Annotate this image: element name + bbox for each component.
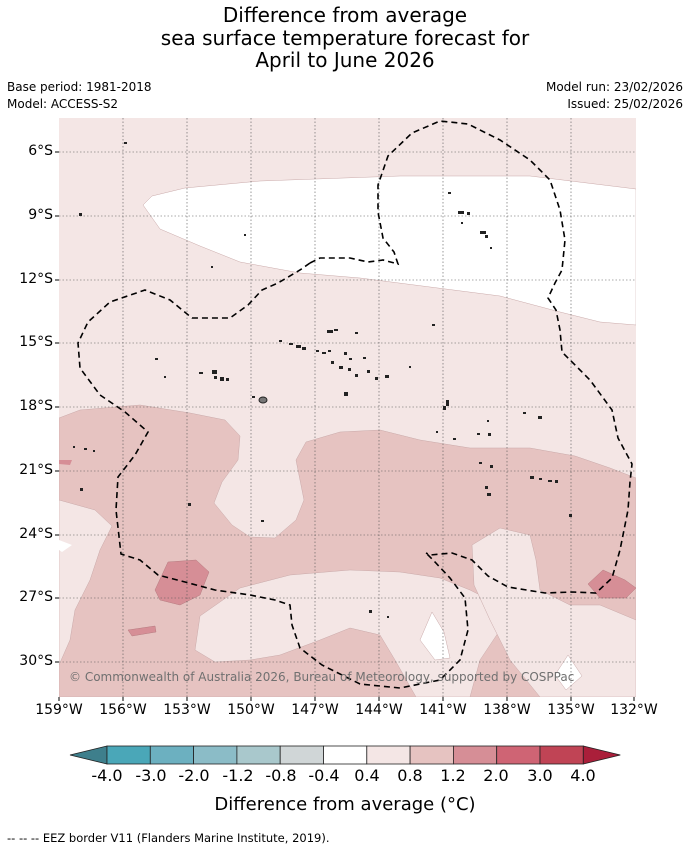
meta-right: Model run: 23/02/2026 Issued: 25/02/2026 xyxy=(546,79,683,113)
lon-label: 156°W xyxy=(99,702,147,718)
colorbar-label: 0.4 xyxy=(354,766,380,785)
light-patch-center xyxy=(194,569,501,697)
colorbar-label: 0.8 xyxy=(397,766,423,785)
colorbar-label: 4.0 xyxy=(570,766,596,785)
colorbar-segment xyxy=(279,745,324,765)
colorbar-segment xyxy=(539,745,584,765)
colorbar-label: -4.0 xyxy=(91,766,123,785)
anomaly-patch-dark-3 xyxy=(587,569,636,599)
copyright-inmap: © Commonwealth of Australia 2026, Bureau… xyxy=(69,670,574,684)
anomaly-patch-dark-1 xyxy=(154,559,210,606)
anomaly-patch-dark-2 xyxy=(127,625,157,637)
colorbar-segment xyxy=(496,745,541,765)
colorbar-segment xyxy=(106,745,151,765)
colorbar-extend-low xyxy=(69,745,108,765)
lon-label: 132°W xyxy=(610,702,658,718)
islands xyxy=(73,142,572,618)
axis-ticks xyxy=(55,151,635,701)
lon-label: 138°W xyxy=(483,702,531,718)
colorbar-label: 3.0 xyxy=(527,766,553,785)
lat-label: 18°S xyxy=(19,398,53,414)
colorbar-label: -2.0 xyxy=(178,766,210,785)
model-run: Model run: 23/02/2026 xyxy=(545,80,683,94)
colorbar-segment xyxy=(409,745,454,765)
lat-label: 15°S xyxy=(19,334,53,350)
colorbar-segment xyxy=(193,745,238,765)
lat-label: 9°S xyxy=(28,207,53,223)
lon-label: 150°W xyxy=(227,702,275,718)
lat-label: 21°S xyxy=(19,462,53,478)
lon-label: 135°W xyxy=(547,702,595,718)
colorbar xyxy=(69,745,621,765)
map-panel: © Commonwealth of Australia 2026, Bureau… xyxy=(59,118,636,697)
issued-date: Issued: 25/02/2026 xyxy=(567,97,683,111)
lon-label: 153°W xyxy=(163,702,211,718)
light-patch-east xyxy=(471,527,636,697)
eez-borders xyxy=(77,120,633,689)
title-line-1: Difference from average xyxy=(222,3,468,27)
meta-left: Base period: 1981-2018 Model: ACCESS-S2 xyxy=(7,79,152,113)
light-patch-west xyxy=(59,499,113,666)
lon-label: 141°W xyxy=(419,702,467,718)
colorbar-segment xyxy=(236,745,281,765)
eez-footnote: -- -- -- EEZ border V11 (Flanders Marine… xyxy=(7,831,330,845)
neutral-patch-small-2 xyxy=(554,654,583,691)
colorbar-extend-high xyxy=(582,745,621,765)
lat-label: 24°S xyxy=(19,526,53,542)
lat-label: 27°S xyxy=(19,589,53,605)
colorbar-label: 1.2 xyxy=(440,766,466,785)
lat-label: 12°S xyxy=(19,271,53,287)
title-line-3: April to June 2026 xyxy=(255,48,435,72)
lon-label: 144°W xyxy=(355,702,403,718)
colorbar-segment xyxy=(366,745,411,765)
colorbar-title: Difference from average (°C) xyxy=(214,794,476,815)
chart-title: Difference from average sea surface temp… xyxy=(0,4,690,72)
neutral-patch-small-1 xyxy=(419,611,451,661)
colorbar-segment xyxy=(323,745,368,765)
anomaly-patch-dark-4 xyxy=(59,460,72,465)
colorbar-segment xyxy=(149,745,195,765)
model-name: Model: ACCESS-S2 xyxy=(7,97,119,111)
lon-label: 159°W xyxy=(35,702,83,718)
gridlines xyxy=(59,118,636,697)
base-period: Base period: 1981-2018 xyxy=(7,80,152,94)
colorbar-label: -1.2 xyxy=(222,766,254,785)
lon-label: 147°W xyxy=(291,702,339,718)
colorbar-label: -3.0 xyxy=(135,766,167,785)
colorbar-segment xyxy=(452,745,498,765)
neutral-band xyxy=(142,175,636,326)
neutral-patch-small-3 xyxy=(59,540,72,552)
lat-label: 30°S xyxy=(19,653,53,669)
title-line-2: sea surface temperature forecast for xyxy=(160,25,530,50)
lat-label: 6°S xyxy=(28,143,53,159)
colorbar-label: -0.8 xyxy=(265,766,297,785)
colorbar-label: -0.4 xyxy=(308,766,340,785)
colorbar-label: 2.0 xyxy=(483,766,509,785)
